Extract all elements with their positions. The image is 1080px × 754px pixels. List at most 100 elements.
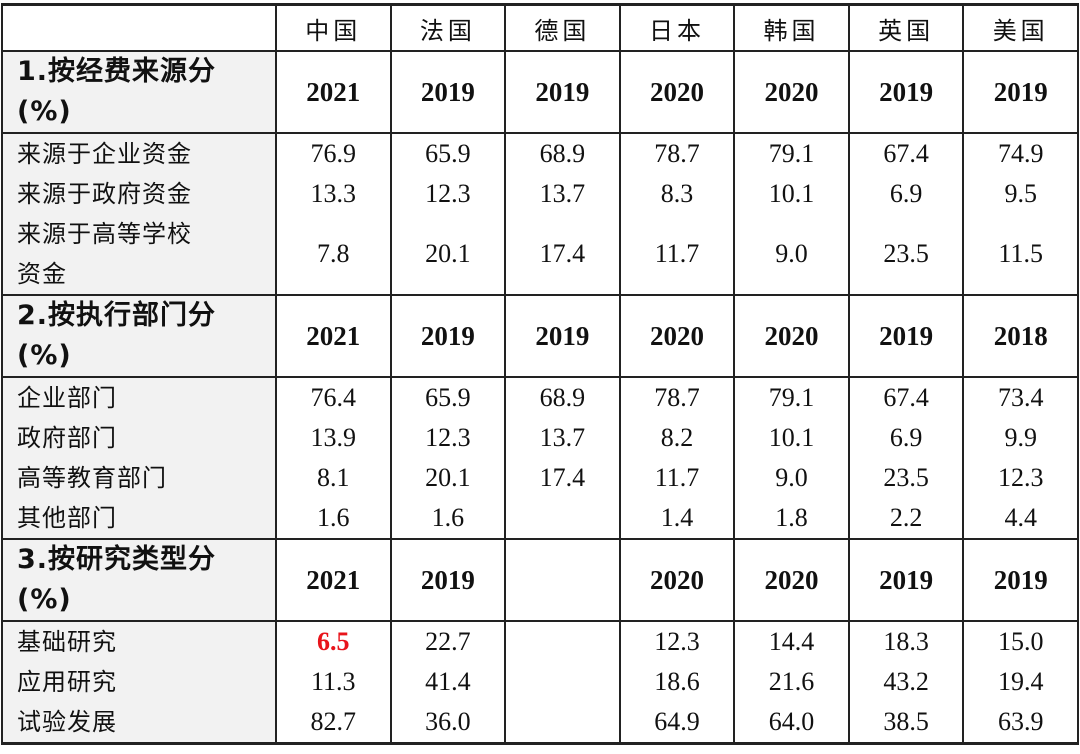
table-row: 来源于政府资金 13.3 12.3 13.7 8.3 10.1 6.9 9.5 — [1, 174, 1079, 214]
row-label: 试验发展 — [1, 702, 277, 745]
value-cell: 20.1 — [389, 214, 507, 296]
value-cell: 67.4 — [847, 133, 965, 174]
value-cell: 13.7 — [504, 174, 621, 214]
country-header: 中国 — [275, 3, 392, 52]
year-cell: 2019 — [504, 295, 621, 378]
year-cell: 2018 — [962, 295, 1079, 378]
value-cell: 11.7 — [618, 458, 736, 498]
table-row: 其他部门 1.6 1.6 1.4 1.8 2.2 4.4 — [1, 498, 1079, 540]
value-cell: 6.5 — [275, 621, 392, 662]
value-cell: 38.5 — [847, 702, 965, 745]
value-cell: 7.8 — [275, 214, 392, 296]
value-cell: 15.0 — [962, 621, 1079, 662]
value-cell: 68.9 — [504, 377, 621, 418]
country-header: 日本 — [618, 3, 736, 52]
value-cell: 76.4 — [275, 377, 392, 418]
value-cell: 9.0 — [733, 214, 850, 296]
row-label: 高等教育部门 — [1, 458, 277, 498]
table-row: 企业部门 76.4 65.9 68.9 78.7 79.1 67.4 73.4 — [1, 377, 1079, 418]
value-cell: 12.3 — [618, 621, 736, 662]
table-row: 高等教育部门 8.1 20.1 17.4 11.7 9.0 23.5 12.3 — [1, 458, 1079, 498]
row-label: 来源于企业资金 — [1, 133, 277, 174]
value-cell: 65.9 — [389, 377, 507, 418]
value-cell: 76.9 — [275, 133, 392, 174]
row-label: 来源于高等学校资金 — [1, 214, 277, 296]
country-header: 英国 — [847, 3, 965, 52]
year-cell: 2021 — [275, 51, 392, 134]
value-cell: 67.4 — [847, 377, 965, 418]
value-cell: 78.7 — [618, 377, 736, 418]
value-cell: 79.1 — [733, 133, 850, 174]
value-cell: 1.8 — [733, 498, 850, 540]
value-cell: 8.2 — [618, 418, 736, 458]
section-row: 3.按研究类型分 (%) 2021 2019 2020 2020 2019 2019 — [1, 539, 1079, 622]
country-header: 美国 — [962, 3, 1079, 52]
year-cell: 2019 — [847, 51, 965, 134]
value-cell: 64.0 — [733, 702, 850, 745]
value-cell: 8.3 — [618, 174, 736, 214]
value-cell: 23.5 — [847, 458, 965, 498]
year-cell: 2021 — [275, 295, 392, 378]
value-cell: 20.1 — [389, 458, 507, 498]
value-cell: 12.3 — [389, 174, 507, 214]
value-cell: 63.9 — [962, 702, 1079, 745]
value-cell: 65.9 — [389, 133, 507, 174]
value-cell: 18.3 — [847, 621, 965, 662]
value-cell — [504, 662, 621, 702]
value-cell: 41.4 — [389, 662, 507, 702]
value-cell: 68.9 — [504, 133, 621, 174]
header-row: 中国 法国 德国 日本 韩国 英国 美国 — [1, 3, 1079, 52]
value-cell: 43.2 — [847, 662, 965, 702]
row-label: 政府部门 — [1, 418, 277, 458]
row-label: 应用研究 — [1, 662, 277, 702]
year-cell: 2020 — [733, 295, 850, 378]
value-cell: 13.7 — [504, 418, 621, 458]
year-cell: 2020 — [618, 539, 736, 622]
value-cell: 14.4 — [733, 621, 850, 662]
value-cell: 11.3 — [275, 662, 392, 702]
value-cell: 1.6 — [389, 498, 507, 540]
value-cell: 10.1 — [733, 174, 850, 214]
row-label: 来源于政府资金 — [1, 174, 277, 214]
year-cell: 2021 — [275, 539, 392, 622]
year-cell: 2019 — [389, 51, 507, 134]
value-cell: 17.4 — [504, 458, 621, 498]
section-row: 2.按执行部门分 (%) 2021 2019 2019 2020 2020 2019 2018 — [1, 295, 1079, 378]
table-row: 应用研究 11.3 41.4 18.6 21.6 43.2 19.4 — [1, 662, 1079, 702]
value-cell: 82.7 — [275, 702, 392, 745]
year-cell: 2020 — [618, 51, 736, 134]
year-cell: 2020 — [733, 51, 850, 134]
country-header: 德国 — [504, 3, 621, 52]
value-cell: 23.5 — [847, 214, 965, 296]
table-row: 政府部门 13.9 12.3 13.7 8.2 10.1 6.9 9.9 — [1, 418, 1079, 458]
section-title-text: 3.按研究类型分 — [17, 544, 217, 575]
year-cell: 2020 — [733, 539, 850, 622]
table-row: 试验发展 82.7 36.0 64.9 64.0 38.5 63.9 — [1, 702, 1079, 745]
value-cell — [504, 621, 621, 662]
value-cell: 2.2 — [847, 498, 965, 540]
corner-cell — [1, 3, 277, 52]
year-cell: 2019 — [504, 51, 621, 134]
year-cell: 2019 — [389, 295, 507, 378]
year-cell: 2020 — [618, 295, 736, 378]
section-unit: (%) — [17, 584, 72, 615]
year-cell: 2019 — [847, 295, 965, 378]
year-cell — [504, 539, 621, 622]
value-cell — [504, 702, 621, 745]
value-cell: 11.5 — [962, 214, 1079, 296]
value-cell: 9.0 — [733, 458, 850, 498]
value-cell: 9.5 — [962, 174, 1079, 214]
table-row: 来源于高等学校资金 7.8 20.1 17.4 11.7 9.0 23.5 11.5 — [1, 214, 1079, 296]
value-cell: 22.7 — [389, 621, 507, 662]
row-label: 其他部门 — [1, 498, 277, 540]
value-cell: 36.0 — [389, 702, 507, 745]
value-cell: 19.4 — [962, 662, 1079, 702]
section-unit: (%) — [17, 340, 72, 371]
value-cell: 1.4 — [618, 498, 736, 540]
section-title-text: 1.按经费来源分 — [17, 56, 217, 87]
value-cell: 6.9 — [847, 174, 965, 214]
rd-comparison-table: 中国 法国 德国 日本 韩国 英国 美国 1.按经费来源分 (%) 2021 2019 2019 202… — [1, 3, 1079, 745]
table-row: 来源于企业资金 76.9 65.9 68.9 78.7 79.1 67.4 74.9 — [1, 133, 1079, 174]
value-cell: 64.9 — [618, 702, 736, 745]
value-cell: 73.4 — [962, 377, 1079, 418]
